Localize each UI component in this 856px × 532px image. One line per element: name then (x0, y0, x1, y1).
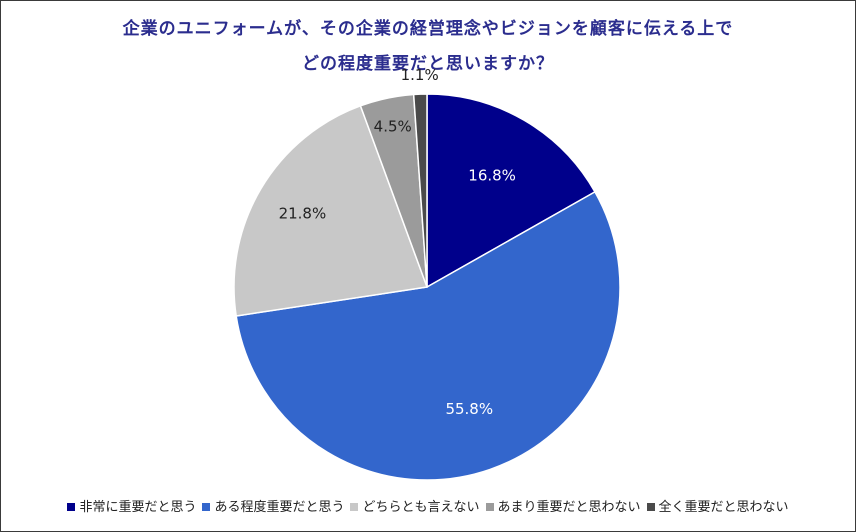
legend-item-neutral: どちらとも言えない (350, 496, 480, 515)
data-label-neutral: 21.8% (279, 204, 327, 222)
legend-label: 非常に重要だと思う (79, 500, 197, 515)
pie-slice-somewhat-important (235, 190, 621, 481)
legend-swatch (485, 502, 494, 511)
legend-swatch (67, 502, 76, 511)
legend-swatch (350, 502, 359, 511)
legend-swatch (646, 502, 655, 511)
data-label-very-important: 16.8% (468, 166, 516, 184)
legend-item-not-very-important: あまり重要だと思わない (485, 496, 641, 515)
chart-legend: 非常に重要だと思う ある程度重要だと思う どちらとも言えない あまり重要だと思わない 全… (0, 496, 856, 515)
legend-label: どちらとも言えない (362, 500, 480, 515)
legend-label: あまり重要だと思わない (497, 500, 641, 515)
data-label-somewhat-important: 55.8% (445, 400, 493, 418)
legend-item-very-important: 非常に重要だと思う (67, 496, 196, 515)
data-label-not-important-at-all: 1.1% (401, 66, 439, 84)
legend-label: 全く重要だと思わない (658, 500, 789, 515)
pie-slice-neutral (233, 104, 429, 317)
legend-swatch (202, 502, 211, 511)
legend-label: ある程度重要だと思う (214, 500, 345, 515)
pie-slice-not-important-at-all (412, 93, 428, 288)
legend-item-not-important-at-all: 全く重要だと思わない (646, 496, 789, 515)
legend-item-somewhat-important: ある程度重要だと思う (202, 496, 344, 515)
pie-slice-very-important (426, 93, 596, 289)
data-label-not-very-important: 4.5% (374, 118, 412, 136)
chart-title-line1: 企業のユニフォームが、その企業の経営理念やビジョンを顧客に伝える上で (122, 19, 734, 39)
chart-title-line2: どの程度重要だと思いますか？ (302, 54, 554, 74)
